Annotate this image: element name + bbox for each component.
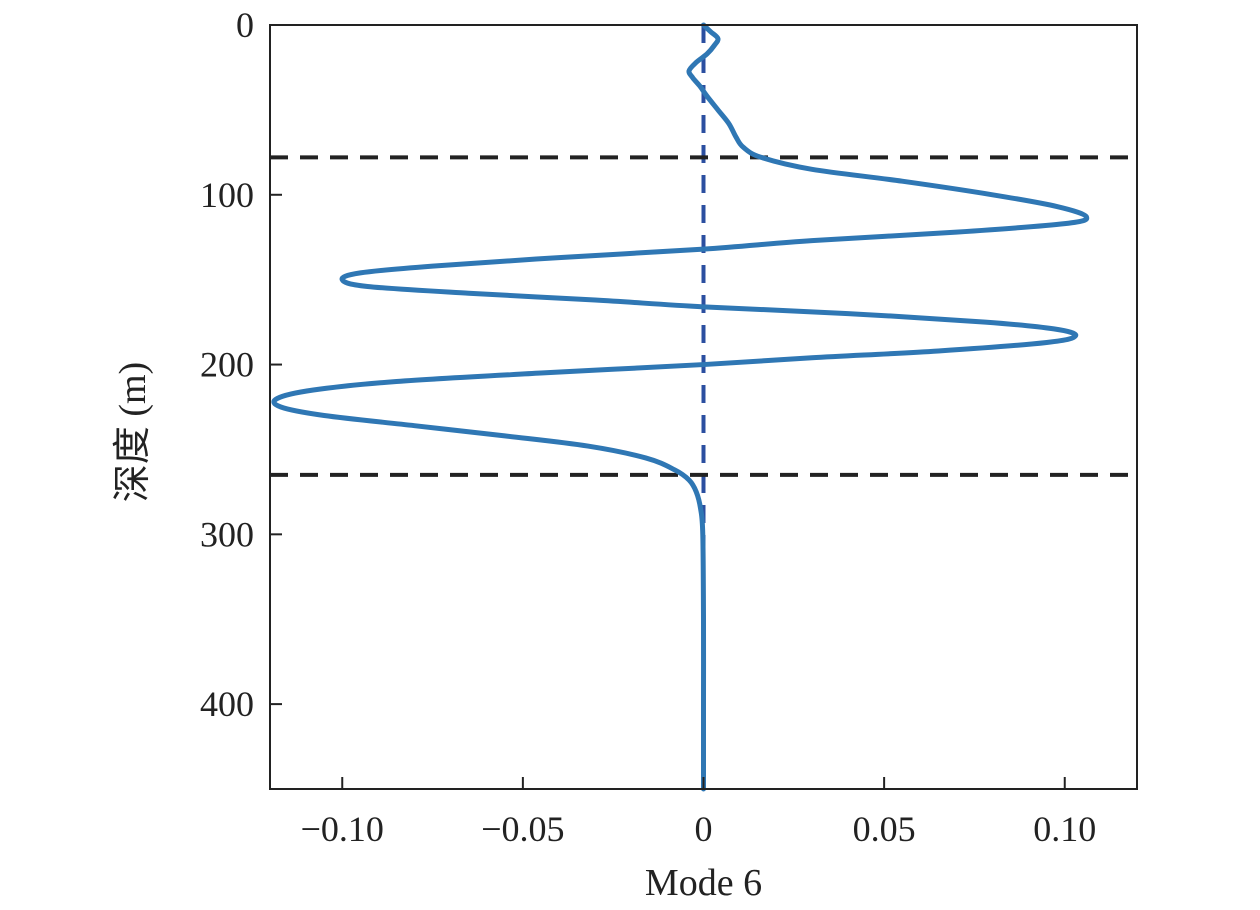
x-tick-label: −0.05 [481,809,564,849]
x-tick-label: 0.10 [1033,809,1096,849]
y-tick-label: 400 [200,684,254,724]
y-tick-label: 100 [200,175,254,215]
series-line-0 [271,22,1090,792]
x-tick-label: 0 [695,809,713,849]
y-tick-label: 300 [200,514,254,554]
series-layer [271,22,1090,792]
x-tick-label: 0.05 [853,809,916,849]
y-tick-label: 200 [200,345,254,385]
y-axis-ticks: 0 100 200 300 400 [200,5,282,724]
x-tick-label: −0.10 [301,809,384,849]
x-axis-title: Mode 6 [645,862,762,904]
x-axis-ticks: −0.10 −0.05 0 0.05 0.10 [301,777,1096,849]
y-tick-label: 0 [236,5,254,45]
y-axis-title: 深度 (m) [112,362,154,502]
